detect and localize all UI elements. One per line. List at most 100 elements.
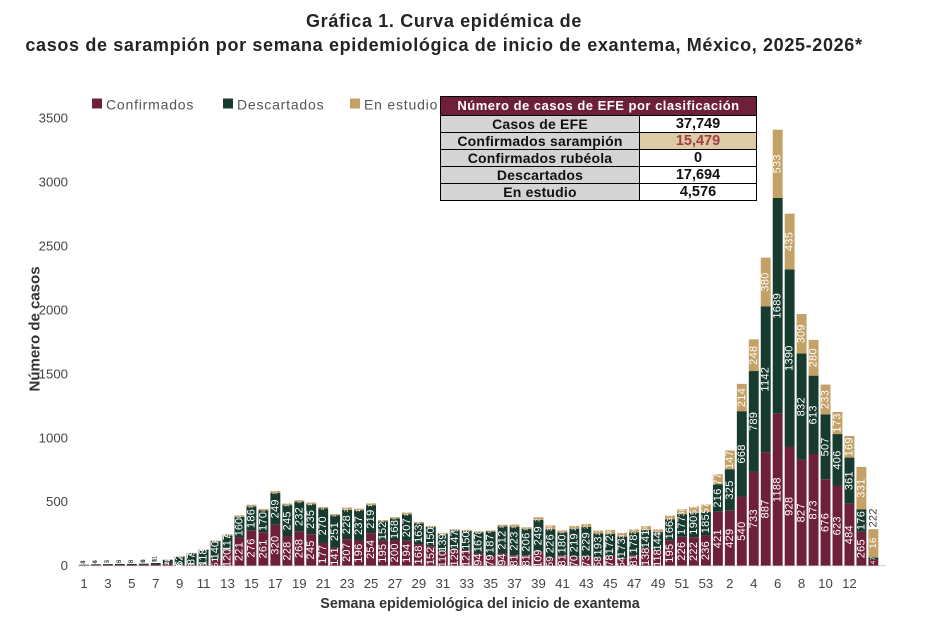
svg-text:280: 280 [808,348,820,367]
svg-text:196: 196 [353,543,365,562]
svg-text:31: 31 [618,531,626,539]
svg-text:228: 228 [341,515,353,534]
svg-text:87: 87 [186,553,198,565]
svg-text:484: 484 [843,525,855,544]
svg-text:0: 0 [61,558,68,573]
svg-text:20: 20 [344,505,350,512]
svg-text:507: 507 [820,437,832,456]
svg-text:139: 139 [437,533,449,551]
svg-text:276: 276 [245,538,257,557]
svg-text:22: 22 [655,527,662,534]
svg-text:152: 152 [377,522,389,540]
svg-text:109: 109 [532,550,544,568]
svg-text:309: 309 [796,324,808,343]
svg-text:219: 219 [365,509,377,528]
svg-text:4: 4 [750,576,757,591]
svg-text:194: 194 [401,544,413,563]
svg-text:221: 221 [233,542,245,561]
svg-text:1: 1 [80,576,87,591]
svg-text:1142: 1142 [760,367,772,392]
svg-text:207: 207 [401,518,413,537]
svg-text:261: 261 [257,539,269,558]
svg-text:5: 5 [128,576,135,591]
svg-text:832: 832 [796,397,808,416]
svg-text:12: 12 [296,498,302,504]
svg-text:226: 226 [676,542,688,561]
svg-text:173: 173 [616,538,628,557]
svg-text:325: 325 [724,480,736,499]
svg-text:177: 177 [676,516,688,535]
svg-text:249: 249 [269,499,281,518]
svg-text:533: 533 [772,154,784,173]
svg-text:222: 222 [867,508,879,527]
svg-text:53: 53 [699,576,714,591]
svg-text:8: 8 [438,531,448,536]
svg-text:29: 29 [412,576,427,591]
svg-text:232: 232 [293,507,305,526]
svg-text:118: 118 [198,549,210,567]
svg-text:8: 8 [474,529,484,534]
svg-text:150: 150 [425,527,437,545]
svg-text:35: 35 [483,576,498,591]
svg-text:10: 10 [818,576,833,591]
svg-text:9: 9 [426,524,436,529]
svg-text:7: 7 [105,559,111,563]
svg-text:176: 176 [855,511,867,530]
svg-text:331: 331 [855,478,867,497]
svg-text:237: 237 [353,516,365,535]
svg-text:37: 37 [507,576,522,591]
svg-text:138: 138 [640,548,652,566]
svg-text:47: 47 [870,557,877,565]
svg-text:435: 435 [784,232,796,251]
svg-text:1: 1 [141,559,147,563]
svg-text:25: 25 [583,521,590,529]
svg-text:172: 172 [604,535,616,554]
svg-text:2: 2 [726,576,733,591]
svg-text:30: 30 [643,524,650,532]
svg-text:9: 9 [141,559,147,563]
svg-text:2000: 2000 [39,302,68,317]
svg-text:150: 150 [461,531,473,549]
svg-text:51: 51 [688,504,699,515]
svg-text:13: 13 [356,506,362,512]
svg-text:180: 180 [556,534,568,553]
svg-text:928: 928 [784,497,796,516]
svg-text:54: 54 [617,556,628,567]
svg-text:94: 94 [497,553,509,565]
svg-text:163: 163 [413,525,425,543]
svg-text:129: 129 [449,548,461,566]
svg-text:51: 51 [210,557,221,568]
svg-text:10: 10 [380,518,386,524]
svg-text:147: 147 [449,531,461,549]
svg-text:613: 613 [808,405,820,424]
svg-text:623: 623 [831,516,843,535]
svg-text:320: 320 [269,536,281,555]
svg-text:81: 81 [509,554,521,566]
svg-text:187: 187 [485,534,497,553]
svg-text:195: 195 [664,544,676,563]
svg-text:39: 39 [531,576,546,591]
svg-text:38: 38 [678,507,687,516]
svg-text:78: 78 [604,554,616,566]
svg-text:8: 8 [187,563,197,568]
svg-text:190: 190 [688,515,700,534]
svg-text:421: 421 [712,529,724,548]
svg-text:5: 5 [117,559,123,563]
svg-text:1500: 1500 [39,366,68,381]
svg-text:6: 6 [141,559,147,563]
svg-text:167: 167 [473,534,485,552]
svg-text:186: 186 [245,509,257,528]
svg-text:140: 140 [210,541,222,559]
svg-text:5: 5 [129,559,135,563]
svg-text:10: 10 [487,528,493,534]
svg-text:30: 30 [607,528,614,536]
svg-text:12: 12 [320,505,326,511]
svg-text:120: 120 [222,549,234,567]
svg-text:11: 11 [391,515,397,520]
svg-text:676: 676 [820,513,832,532]
svg-text:141: 141 [640,530,652,548]
svg-text:18: 18 [165,561,171,567]
svg-text:81: 81 [628,554,640,566]
svg-text:13: 13 [220,576,235,591]
svg-text:Número de casos: Número de casos [27,266,44,391]
